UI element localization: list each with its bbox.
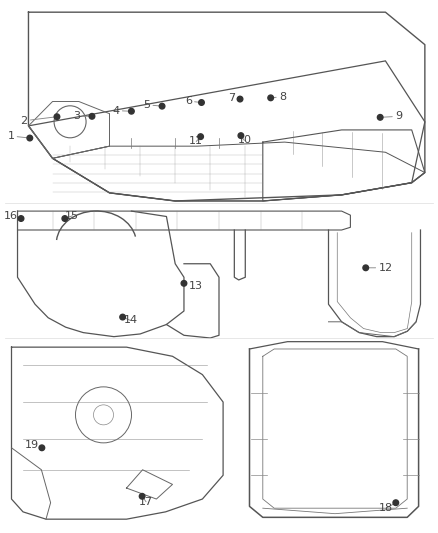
Text: 11: 11 xyxy=(189,136,203,147)
Circle shape xyxy=(54,114,60,119)
Text: 3: 3 xyxy=(73,111,92,121)
Text: 18: 18 xyxy=(379,503,396,513)
Circle shape xyxy=(237,96,243,102)
Circle shape xyxy=(199,100,204,106)
Circle shape xyxy=(27,135,32,141)
Circle shape xyxy=(159,103,165,109)
Circle shape xyxy=(181,280,187,286)
Text: 12: 12 xyxy=(366,263,392,273)
Text: 1: 1 xyxy=(7,131,30,141)
Text: 2: 2 xyxy=(21,116,57,126)
Text: 6: 6 xyxy=(185,96,201,106)
Circle shape xyxy=(268,95,273,101)
Text: 16: 16 xyxy=(4,211,21,221)
Circle shape xyxy=(18,216,24,221)
Circle shape xyxy=(129,108,134,114)
Circle shape xyxy=(378,115,383,120)
Text: 15: 15 xyxy=(65,211,79,221)
Text: 13: 13 xyxy=(184,281,203,292)
Text: 14: 14 xyxy=(123,316,138,326)
Text: 7: 7 xyxy=(229,93,240,103)
Text: 10: 10 xyxy=(237,135,251,146)
Circle shape xyxy=(238,133,244,139)
Text: 9: 9 xyxy=(380,111,402,122)
Circle shape xyxy=(139,494,145,499)
Circle shape xyxy=(39,445,45,450)
Text: 5: 5 xyxy=(143,100,162,110)
Text: 17: 17 xyxy=(139,496,153,507)
Circle shape xyxy=(198,134,203,140)
Circle shape xyxy=(393,500,399,505)
Circle shape xyxy=(62,216,67,221)
Text: 4: 4 xyxy=(113,106,131,116)
Circle shape xyxy=(120,314,125,320)
Circle shape xyxy=(89,114,95,119)
Circle shape xyxy=(363,265,368,271)
Text: 19: 19 xyxy=(25,440,42,450)
Text: 8: 8 xyxy=(271,92,286,102)
